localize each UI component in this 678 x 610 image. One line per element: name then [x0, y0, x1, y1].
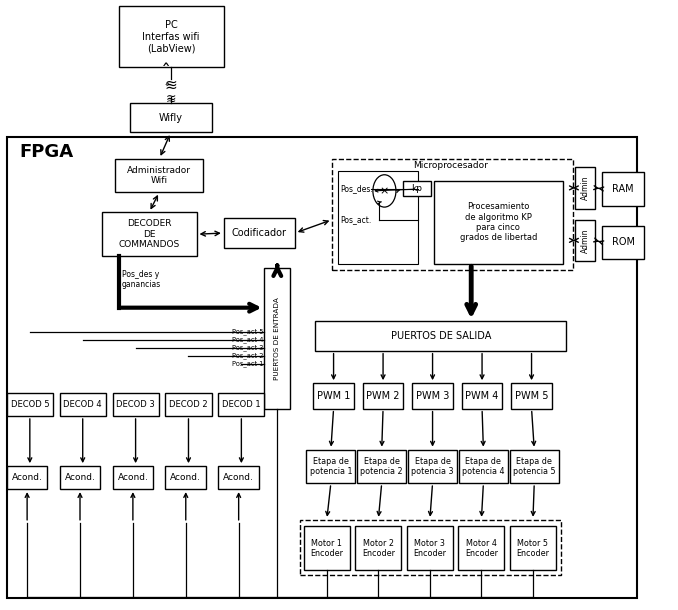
Text: Motor 2
Encoder: Motor 2 Encoder	[362, 539, 395, 558]
FancyBboxPatch shape	[602, 172, 644, 206]
FancyBboxPatch shape	[575, 167, 595, 209]
Text: Pos_des.: Pos_des.	[340, 185, 373, 193]
FancyBboxPatch shape	[306, 450, 355, 483]
Text: RAM: RAM	[612, 184, 634, 194]
Text: Etapa de
potencia 5: Etapa de potencia 5	[513, 457, 555, 476]
FancyBboxPatch shape	[510, 450, 559, 483]
FancyBboxPatch shape	[218, 466, 259, 489]
FancyBboxPatch shape	[119, 6, 224, 67]
FancyBboxPatch shape	[264, 268, 290, 409]
FancyBboxPatch shape	[575, 220, 595, 261]
Text: Motor 3
Encoder: Motor 3 Encoder	[414, 539, 446, 558]
FancyBboxPatch shape	[363, 383, 403, 409]
Text: Administrador
Wifi: Administrador Wifi	[127, 166, 191, 185]
FancyBboxPatch shape	[510, 526, 556, 570]
Text: PC
Interfas wifi
(LabView): PC Interfas wifi (LabView)	[142, 20, 200, 53]
FancyBboxPatch shape	[458, 526, 504, 570]
Text: ≋: ≋	[165, 78, 177, 93]
Text: PWM 2: PWM 2	[366, 391, 400, 401]
Text: Motor 5
Encoder: Motor 5 Encoder	[517, 539, 549, 558]
Text: Pos_des y
ganancias: Pos_des y ganancias	[122, 270, 161, 289]
Text: Acond.: Acond.	[12, 473, 43, 482]
Text: Procesamiento
de algoritmo KP
para cinco
grados de libertad: Procesamiento de algoritmo KP para cinco…	[460, 203, 537, 242]
Text: Pos_act 3: Pos_act 3	[232, 344, 263, 351]
Text: PUERTOS DE ENTRADA: PUERTOS DE ENTRADA	[275, 297, 280, 380]
Text: DECOD 3: DECOD 3	[116, 400, 155, 409]
FancyBboxPatch shape	[511, 383, 552, 409]
FancyBboxPatch shape	[462, 383, 502, 409]
Text: Pos_act 4: Pos_act 4	[232, 336, 263, 343]
Text: PWM 4: PWM 4	[465, 391, 499, 401]
Text: Codificador: Codificador	[232, 228, 287, 238]
Text: PWM 1: PWM 1	[317, 391, 351, 401]
Text: Acond.: Acond.	[64, 473, 96, 482]
FancyBboxPatch shape	[130, 103, 212, 132]
FancyBboxPatch shape	[165, 393, 212, 416]
Text: FPGA: FPGA	[19, 143, 73, 162]
FancyBboxPatch shape	[165, 466, 206, 489]
Text: PWM 5: PWM 5	[515, 391, 549, 401]
Text: DECOD 1: DECOD 1	[222, 400, 260, 409]
FancyBboxPatch shape	[304, 526, 350, 570]
Text: Acond.: Acond.	[117, 473, 148, 482]
FancyBboxPatch shape	[102, 212, 197, 256]
Text: Microprocesador: Microprocesador	[414, 162, 488, 170]
FancyBboxPatch shape	[315, 321, 566, 351]
Text: Etapa de
potencia 1: Etapa de potencia 1	[310, 457, 352, 476]
FancyBboxPatch shape	[355, 526, 401, 570]
FancyBboxPatch shape	[113, 393, 159, 416]
Text: Pos_act.: Pos_act.	[340, 215, 372, 224]
FancyBboxPatch shape	[407, 526, 453, 570]
Text: Motor 4
Encoder: Motor 4 Encoder	[465, 539, 498, 558]
FancyBboxPatch shape	[300, 520, 561, 575]
Text: DECODER
DE
COMMANDOS: DECODER DE COMMANDOS	[119, 220, 180, 249]
Text: Acond.: Acond.	[223, 473, 254, 482]
FancyBboxPatch shape	[602, 226, 644, 259]
Text: Etapa de
potencia 2: Etapa de potencia 2	[361, 457, 403, 476]
Text: kp: kp	[412, 184, 422, 193]
FancyBboxPatch shape	[224, 218, 295, 248]
FancyBboxPatch shape	[60, 466, 100, 489]
FancyBboxPatch shape	[218, 393, 264, 416]
FancyBboxPatch shape	[313, 383, 354, 409]
FancyBboxPatch shape	[459, 450, 508, 483]
FancyBboxPatch shape	[357, 450, 406, 483]
Text: Wifly: Wifly	[159, 113, 183, 123]
Text: Pos_act 2: Pos_act 2	[232, 352, 263, 359]
Text: ROM: ROM	[612, 237, 635, 248]
FancyBboxPatch shape	[332, 159, 573, 270]
Text: Acond.: Acond.	[170, 473, 201, 482]
FancyBboxPatch shape	[434, 181, 563, 264]
Text: PUERTOS DE SALIDA: PUERTOS DE SALIDA	[391, 331, 491, 341]
FancyBboxPatch shape	[338, 171, 418, 264]
Text: Admin: Admin	[580, 176, 590, 200]
Text: Etapa de
potencia 4: Etapa de potencia 4	[462, 457, 504, 476]
FancyBboxPatch shape	[7, 393, 53, 416]
Text: ⨯: ⨯	[380, 186, 389, 196]
Text: Motor 1
Encoder: Motor 1 Encoder	[311, 539, 343, 558]
FancyBboxPatch shape	[7, 466, 47, 489]
Text: Pos_act 1: Pos_act 1	[232, 360, 263, 367]
FancyBboxPatch shape	[113, 466, 153, 489]
Text: DECOD 5: DECOD 5	[11, 400, 49, 409]
FancyBboxPatch shape	[408, 450, 457, 483]
Text: DECOD 4: DECOD 4	[64, 400, 102, 409]
Text: ≋: ≋	[165, 92, 176, 106]
FancyBboxPatch shape	[7, 137, 637, 598]
FancyBboxPatch shape	[403, 181, 431, 196]
Text: Pos_act 5: Pos_act 5	[232, 328, 263, 336]
Text: DECOD 2: DECOD 2	[170, 400, 207, 409]
Text: Etapa de
potencia 3: Etapa de potencia 3	[412, 457, 454, 476]
FancyBboxPatch shape	[60, 393, 106, 416]
FancyBboxPatch shape	[115, 159, 203, 192]
FancyBboxPatch shape	[412, 383, 453, 409]
Text: PWM 3: PWM 3	[416, 391, 450, 401]
Text: Admin: Admin	[580, 228, 590, 253]
